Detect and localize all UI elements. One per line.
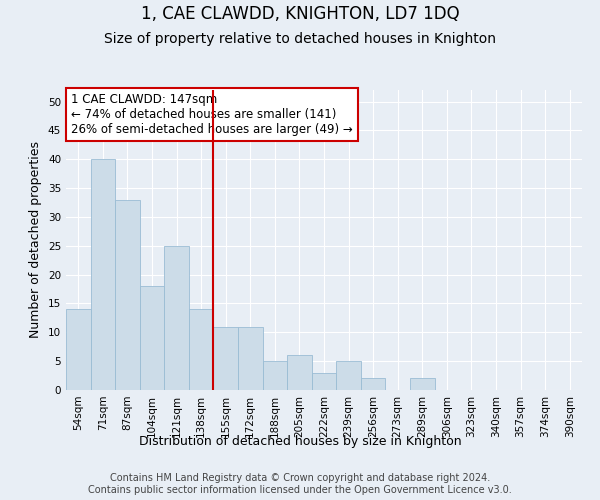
Bar [91, 159, 115, 390]
Text: Size of property relative to detached houses in Knighton: Size of property relative to detached ho… [104, 32, 496, 46]
Bar [361, 378, 385, 390]
Text: Contains HM Land Registry data © Crown copyright and database right 2024.
Contai: Contains HM Land Registry data © Crown c… [88, 474, 512, 495]
Text: 1, CAE CLAWDD, KNIGHTON, LD7 1DQ: 1, CAE CLAWDD, KNIGHTON, LD7 1DQ [140, 5, 460, 23]
Bar [140, 286, 164, 390]
Text: 1 CAE CLAWDD: 147sqm
← 74% of detached houses are smaller (141)
26% of semi-deta: 1 CAE CLAWDD: 147sqm ← 74% of detached h… [71, 93, 353, 136]
Bar [410, 378, 434, 390]
Bar [312, 372, 336, 390]
Bar [336, 361, 361, 390]
Bar [66, 309, 91, 390]
Bar [164, 246, 189, 390]
Y-axis label: Number of detached properties: Number of detached properties [29, 142, 43, 338]
Bar [287, 356, 312, 390]
Bar [214, 326, 238, 390]
Bar [115, 200, 140, 390]
Text: Distribution of detached houses by size in Knighton: Distribution of detached houses by size … [139, 435, 461, 448]
Bar [263, 361, 287, 390]
Bar [189, 309, 214, 390]
Bar [238, 326, 263, 390]
